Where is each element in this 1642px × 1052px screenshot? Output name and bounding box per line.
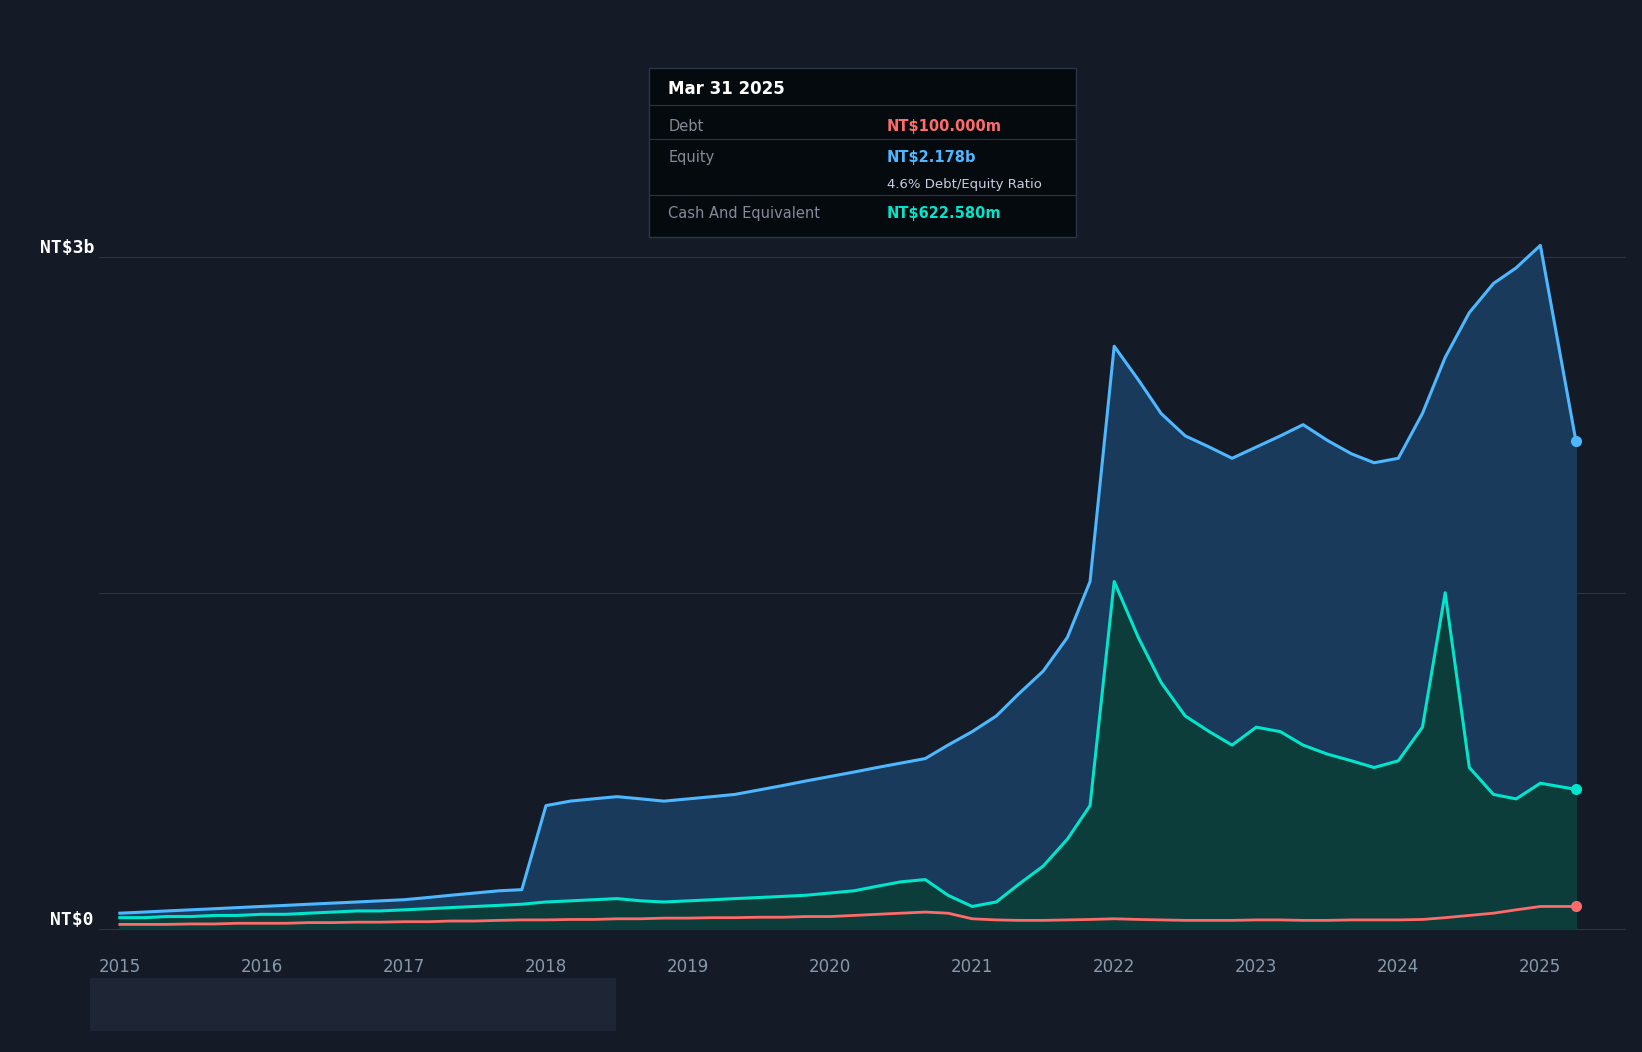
Text: ●: ● [112, 997, 125, 1012]
Text: NT$100.000m: NT$100.000m [887, 119, 1002, 134]
Text: NT$0: NT$0 [51, 911, 94, 929]
Text: Equity: Equity [668, 150, 714, 165]
Text: ●: ● [363, 997, 376, 1012]
Text: 4.6% Debt/Equity Ratio: 4.6% Debt/Equity Ratio [887, 178, 1041, 190]
Text: NT$3b: NT$3b [39, 239, 94, 257]
Text: Debt: Debt [135, 997, 172, 1012]
Text: Cash And Equivalent: Cash And Equivalent [386, 997, 544, 1012]
Text: Mar 31 2025: Mar 31 2025 [668, 80, 785, 99]
Text: Equity: Equity [250, 997, 297, 1012]
Text: ●: ● [227, 997, 240, 1012]
Text: NT$622.580m: NT$622.580m [887, 206, 1002, 221]
Text: Cash And Equivalent: Cash And Equivalent [668, 206, 821, 221]
Text: Debt: Debt [668, 119, 703, 134]
Text: NT$2.178b: NT$2.178b [887, 150, 977, 165]
